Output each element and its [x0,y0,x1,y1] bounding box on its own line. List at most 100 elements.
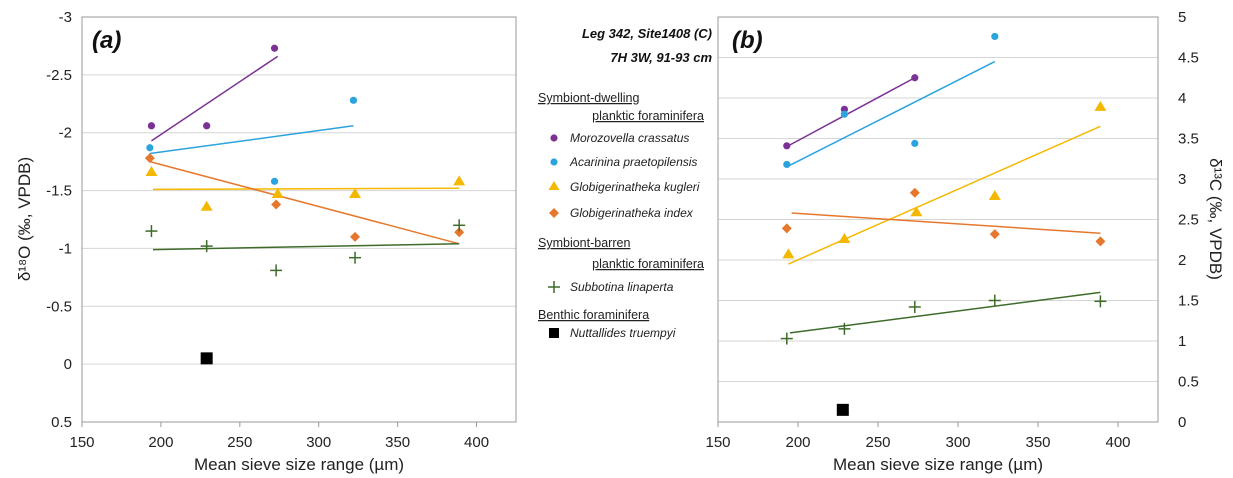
panel-a-point-nuttallides-truempyi [200,352,213,365]
legend-group-symbiont-barren-1: Symbiont-barren [538,236,630,250]
legend-group-symbiont-barren-2: planktic foraminifera [592,257,704,271]
panel-a-trendline-acarinina-praetopilensis [149,125,354,155]
panel-a-point-globigerinatheka-index [144,153,155,164]
panel-b-point-morozovella-crassatus [783,142,791,150]
panel-b-x-tick-label: 200 [785,434,810,451]
panel-a-markers [144,44,466,365]
panel-b-frame [717,16,1159,423]
panel-a-trendline-globigerinatheka-index [149,160,460,245]
panel-a-x-tick-label: 300 [306,434,331,451]
panel-a-label: (a) [92,27,121,54]
panel-b: 0 0.5 1 1.5 2 2.5 3 3.5 4 4.5 5 150 200 250 300 350 400… [705,9,1225,474]
panel-a-point-subbotina-linaperta [145,225,158,238]
panel-b-point-globigerinatheka-kugleri [1094,100,1107,111]
legend-marker-morozovella [550,134,558,142]
panel-a-point-subbotina-linaperta [270,264,283,277]
panel-a-frame [81,16,517,423]
panel-b-point-globigerinatheka-kugleri [910,206,923,217]
panel-a-y-tick-label: -0.5 [46,298,72,315]
panel-a-y-tick-label: 0.5 [51,414,72,431]
panel-b-trendline-globigerinatheka-kugleri [788,125,1101,265]
legend-title-line1: Leg 342, Site1408 (C) [582,26,712,41]
panel-a-y-tick-label: -1 [59,240,72,257]
panel-b-x-tick-label: 150 [705,434,730,451]
panel-a-point-globigerinatheka-index [454,227,465,238]
legend-label-acarinina: Acarinina praetopilensis [569,155,697,169]
panel-a-point-globigerinatheka-kugleri [145,166,158,177]
panel-b-y-tick-label: 4.5 [1178,50,1199,67]
panel-b-point-acarinina-praetopilensis [911,139,919,147]
panel-b-y-tick-label: 4 [1178,90,1186,107]
legend-group-symbiont-dwelling-1: Symbiont-dwelling [538,91,639,105]
legend-group-symbiont-dwelling-2: planktic foraminifera [592,109,704,123]
legend-marker-acarinina [550,158,558,166]
panel-a-y-tick-label: -2.5 [46,67,72,84]
panel-b-y-tick-label: 3.5 [1178,131,1199,148]
panel-b-point-subbotina-linaperta [908,300,921,313]
panel-a: 0.5 0 -0.5 -1 -1.5 -2 -2.5 -3 150 200 250 300 350 40… [15,9,517,474]
panel-a-y-tick-labels: 0.5 0 -0.5 -1 -1.5 -2 -2.5 -3 [46,9,72,431]
panel-b-point-globigerinatheka-kugleri [838,232,851,243]
legend-label-kugleri: Globigerinatheka kugleri [570,180,700,194]
panel-a-x-tick-labels: 150 200 250 300 350 400 [69,422,489,451]
panel-b-trendline-globigerinatheka-index [791,212,1101,235]
panel-a-trendline-globigerinatheka-kugleri [153,187,460,191]
panel-a-point-globigerinatheka-kugleri [453,175,466,186]
panel-a-point-acarinina-praetopilensis [270,177,279,185]
legend-label-morozovella: Morozovella crassatus [570,131,689,145]
panel-b-y-tick-label: 0 [1178,414,1186,431]
panel-b-y-tick-label: 2 [1178,252,1186,269]
panel-a-point-globigerinatheka-kugleri [200,200,213,211]
panel-b-point-subbotina-linaperta [1094,295,1107,308]
panel-b-y-axis-label: δ¹³C (‰, VPDB) [1206,158,1225,280]
legend-label-index: Globigerinatheka index [570,206,694,220]
panel-a-point-acarinina-praetopilensis [146,144,154,152]
legend-title-line2: 7H 3W, 91-93 cm [610,50,712,65]
panel-a-point-acarinina-praetopilensis [349,96,358,104]
panel-a-point-morozovella-crassatus [270,44,279,52]
panel-b-trendline-subbotina-linaperta [789,291,1101,334]
panel-a-trendlines [149,55,460,251]
panel-b-x-tick-label: 300 [945,434,970,451]
panel-b-y-tick-label: 2.5 [1178,212,1199,229]
panel-a-point-globigerinatheka-index [350,231,361,242]
legend: Leg 342, Site1408 (C) 7H 3W, 91-93 cm Sy… [538,26,712,340]
panel-b-y-tick-label: 5 [1178,9,1186,26]
panel-b-point-acarinina-praetopilensis [991,32,999,41]
panel-a-x-axis-label: Mean sieve size range (µm) [194,455,404,474]
panel-a-point-morozovella-crassatus [147,122,156,130]
legend-group-benthic: Benthic foraminifera [538,308,649,322]
panel-b-point-acarinina-praetopilensis [840,110,849,118]
panel-a-x-tick-label: 350 [385,434,410,451]
panel-b-x-tick-labels: 150 200 250 300 350 400 [705,422,1131,451]
panel-b-gridlines [718,16,1158,423]
panel-b-trendline-acarinina-praetopilensis [786,60,996,168]
panel-b-point-morozovella-crassatus [911,74,919,82]
panel-b-point-subbotina-linaperta [838,322,851,335]
panel-a-y-tick-label: -3 [59,9,72,26]
panel-b-point-subbotina-linaperta [988,294,1001,307]
panel-a-y-axis-label: δ¹⁸O (‰, VPDB) [15,157,34,281]
panel-a-point-morozovella-crassatus [203,122,211,130]
panel-b-y-tick-labels: 0 0.5 1 1.5 2 2.5 3 3.5 4 4.5 5 [1178,9,1199,431]
panel-a-point-subbotina-linaperta [453,219,466,232]
panel-b-y-tick-label: 0.5 [1178,374,1199,391]
panel-b-y-tick-label: 1.5 [1178,293,1199,310]
panel-a-y-tick-label: 0 [64,356,72,373]
panel-a-point-globigerinatheka-kugleri [349,188,362,199]
panel-b-markers [780,32,1107,416]
panel-b-trendlines [786,60,1101,334]
panel-b-point-globigerinatheka-index [781,223,792,234]
panel-b-x-tick-label: 350 [1025,434,1050,451]
panel-a-trendline-morozovella-crassatus [151,55,279,142]
panel-a-x-tick-label: 200 [148,434,173,451]
panel-a-point-subbotina-linaperta [200,240,213,253]
panel-b-point-acarinina-praetopilensis [783,160,791,169]
panel-b-point-subbotina-linaperta [780,332,793,345]
legend-marker-subbotina [548,281,560,293]
panel-b-trendline-morozovella-crassatus [786,77,916,148]
panel-a-point-globigerinatheka-index [271,199,282,210]
panel-b-point-globigerinatheka-index [909,187,920,198]
panel-a-x-tick-label: 400 [464,434,489,451]
